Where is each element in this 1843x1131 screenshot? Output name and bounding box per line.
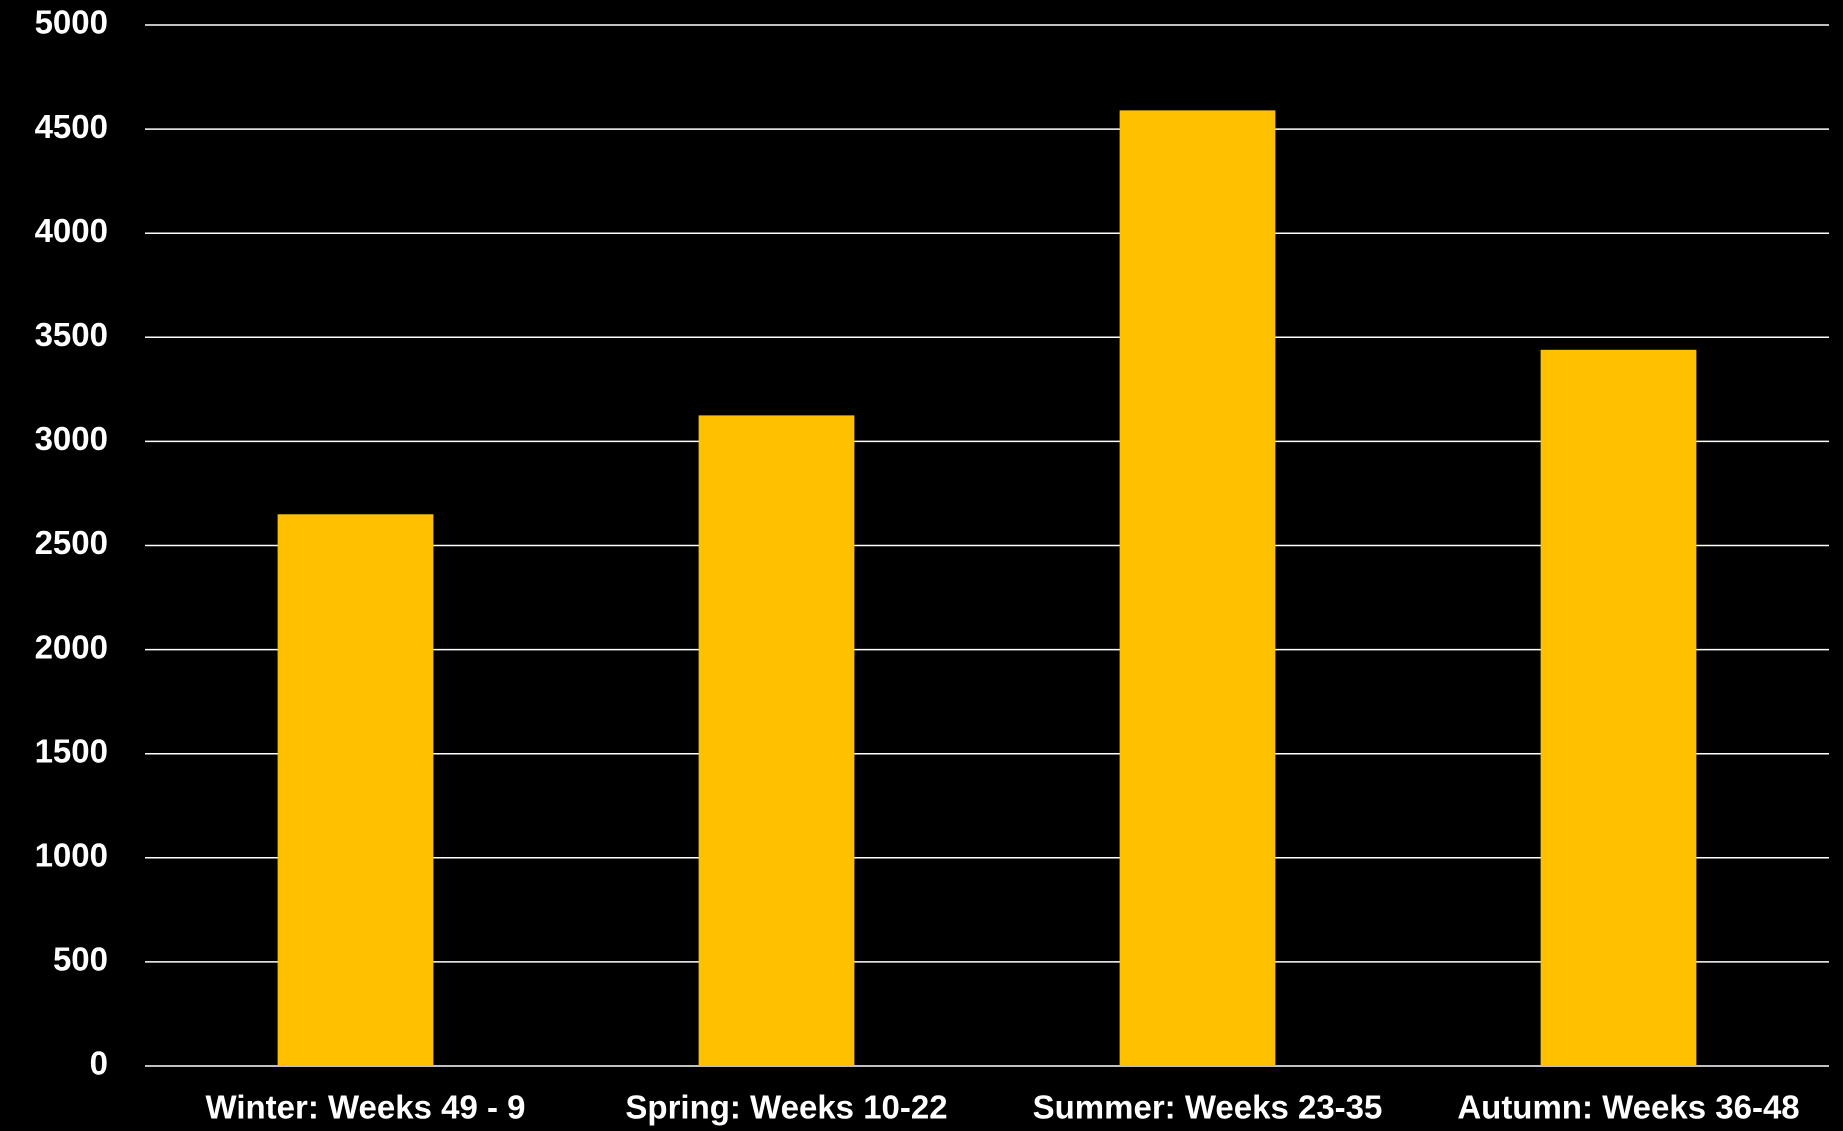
y-tick-label: 4500 [35,108,108,145]
y-tick-label: 5000 [35,4,108,41]
y-tick-label: 2500 [35,524,108,561]
bar [277,514,434,1066]
bar [1119,110,1276,1066]
x-tick-label: Summer: Weeks 23-35 [1033,1089,1383,1126]
y-tick-label: 3500 [35,316,108,353]
y-tick-label: 0 [90,1045,108,1082]
bar [698,415,855,1066]
x-tick-label: Spring: Weeks 10-22 [625,1089,947,1126]
y-tick-label: 1000 [35,837,108,874]
y-tick-label: 4000 [35,212,108,249]
y-tick-label: 2000 [35,628,108,665]
x-tick-label: Autumn: Weeks 36-48 [1457,1089,1799,1126]
y-tick-label: 3000 [35,420,108,457]
bar [1540,349,1697,1066]
y-tick-label: 500 [53,941,108,978]
y-tick-label: 1500 [35,732,108,769]
x-tick-label: Winter: Weeks 49 - 9 [205,1089,525,1126]
